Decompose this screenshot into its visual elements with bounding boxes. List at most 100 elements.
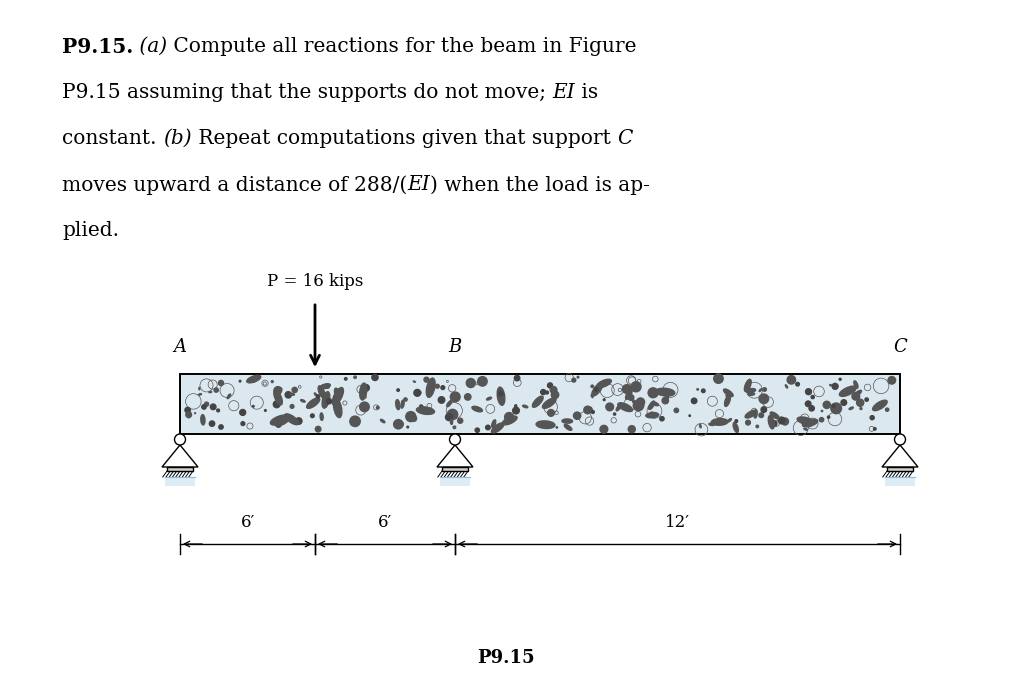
Circle shape	[633, 400, 644, 411]
Circle shape	[577, 376, 579, 378]
Circle shape	[413, 389, 421, 396]
Circle shape	[586, 407, 592, 412]
Circle shape	[295, 418, 302, 424]
Ellipse shape	[804, 428, 808, 430]
Circle shape	[550, 387, 557, 393]
Circle shape	[336, 398, 337, 400]
Circle shape	[363, 384, 369, 391]
Circle shape	[420, 405, 423, 408]
Circle shape	[650, 412, 654, 416]
Circle shape	[631, 382, 641, 392]
Ellipse shape	[656, 388, 674, 396]
Ellipse shape	[335, 388, 341, 400]
Text: is: is	[575, 83, 599, 102]
Circle shape	[606, 403, 614, 411]
Circle shape	[688, 415, 691, 416]
Ellipse shape	[724, 389, 733, 397]
Circle shape	[648, 388, 658, 398]
Circle shape	[276, 422, 281, 427]
Ellipse shape	[323, 392, 330, 408]
Circle shape	[458, 418, 463, 423]
Circle shape	[628, 426, 635, 433]
Bar	[887, 467, 913, 471]
Circle shape	[819, 418, 824, 422]
Ellipse shape	[318, 386, 326, 398]
Ellipse shape	[198, 393, 201, 395]
Circle shape	[623, 384, 631, 393]
Circle shape	[477, 377, 487, 386]
Ellipse shape	[227, 394, 231, 399]
Circle shape	[778, 417, 785, 424]
Circle shape	[660, 417, 664, 421]
Ellipse shape	[320, 413, 324, 420]
Circle shape	[886, 408, 889, 411]
Ellipse shape	[270, 415, 289, 425]
Circle shape	[350, 416, 360, 426]
Circle shape	[856, 399, 863, 407]
Circle shape	[674, 408, 678, 413]
Circle shape	[756, 425, 758, 428]
Text: Compute all reactions for the beam in Figure: Compute all reactions for the beam in Fi…	[168, 37, 637, 56]
Circle shape	[315, 426, 320, 432]
Circle shape	[448, 409, 458, 420]
Ellipse shape	[709, 423, 715, 426]
Circle shape	[746, 420, 750, 425]
Ellipse shape	[314, 393, 316, 395]
Circle shape	[376, 407, 379, 409]
Circle shape	[735, 420, 738, 422]
Circle shape	[714, 374, 723, 383]
Circle shape	[870, 415, 875, 420]
Ellipse shape	[759, 389, 761, 391]
Ellipse shape	[754, 410, 757, 418]
Circle shape	[441, 386, 445, 389]
Circle shape	[241, 422, 245, 426]
Text: 6′: 6′	[378, 514, 392, 531]
Ellipse shape	[770, 412, 779, 419]
Ellipse shape	[652, 402, 658, 406]
Circle shape	[210, 404, 216, 410]
Circle shape	[397, 389, 399, 391]
Circle shape	[888, 376, 896, 384]
Circle shape	[475, 428, 479, 432]
Polygon shape	[162, 445, 198, 467]
Circle shape	[806, 389, 812, 395]
Ellipse shape	[854, 381, 858, 388]
Ellipse shape	[502, 416, 517, 425]
Circle shape	[185, 407, 190, 413]
Ellipse shape	[360, 383, 367, 400]
Ellipse shape	[596, 379, 612, 388]
Ellipse shape	[276, 418, 288, 426]
Ellipse shape	[497, 387, 504, 405]
Circle shape	[548, 409, 554, 416]
Ellipse shape	[618, 403, 633, 411]
Circle shape	[556, 426, 557, 428]
Text: EI: EI	[407, 175, 430, 194]
Circle shape	[209, 421, 214, 426]
Circle shape	[591, 411, 594, 413]
Circle shape	[702, 389, 705, 393]
Ellipse shape	[536, 421, 555, 429]
Circle shape	[551, 391, 559, 398]
Ellipse shape	[849, 407, 853, 409]
Text: 6′: 6′	[241, 514, 255, 531]
Circle shape	[406, 426, 408, 428]
Text: P9.15 assuming that the supports do not move;: P9.15 assuming that the supports do not …	[62, 83, 552, 102]
Circle shape	[485, 425, 490, 430]
Circle shape	[759, 413, 763, 418]
Text: P9.15.: P9.15.	[62, 37, 133, 57]
Circle shape	[614, 413, 616, 415]
Circle shape	[504, 413, 514, 422]
Circle shape	[216, 409, 219, 412]
Ellipse shape	[401, 401, 404, 408]
Circle shape	[310, 414, 314, 418]
Circle shape	[637, 398, 645, 406]
Text: EI: EI	[552, 83, 575, 102]
Ellipse shape	[274, 390, 282, 405]
Circle shape	[860, 408, 862, 409]
Ellipse shape	[450, 419, 453, 424]
Circle shape	[604, 399, 606, 400]
Circle shape	[360, 402, 369, 411]
Circle shape	[628, 395, 634, 400]
Circle shape	[175, 434, 185, 445]
Circle shape	[327, 399, 332, 404]
